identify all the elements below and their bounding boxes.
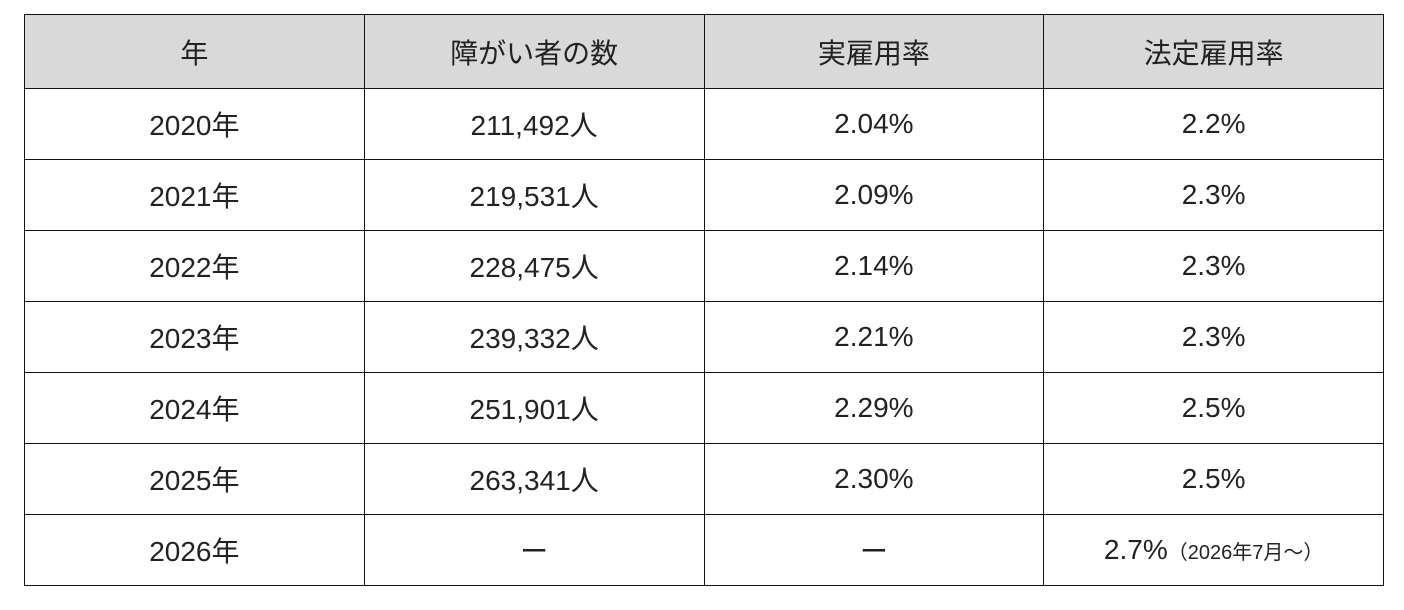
table-cell: 2.14% bbox=[703, 230, 1045, 302]
table-cell: 251,901人 bbox=[363, 372, 705, 444]
table-cell: 2021年 bbox=[24, 159, 365, 231]
header-row: 年障がい者の数 実雇用率 法定雇用率 bbox=[24, 14, 1384, 89]
header-cell: 障がい者の数 bbox=[363, 14, 705, 89]
table-body: 2020年 211,492人 2.04% 2.2% 2021年 219,531人 2.09%… bbox=[24, 88, 1384, 586]
table-cell: 211,492人 bbox=[363, 88, 705, 160]
header-cell: 実雇用率 bbox=[703, 14, 1045, 89]
table-cell: 2.2% bbox=[1043, 88, 1384, 160]
table-cell: 2.7%（2026年7月〜） bbox=[1043, 514, 1384, 586]
table-row: 2023年 239,332人 2.21% 2.3% bbox=[24, 301, 1384, 373]
table-cell: 2.30% bbox=[703, 443, 1045, 515]
table-cell: 2025年 bbox=[24, 443, 365, 515]
table-cell: 2.3% bbox=[1043, 159, 1384, 231]
table-row: 2025年 263,341人 2.30% 2.5% bbox=[24, 443, 1384, 515]
table-cell: 2.09% bbox=[703, 159, 1045, 231]
table-row: 2024年 251,901人 2.29% 2.5% bbox=[24, 372, 1384, 444]
header-cell: 法定雇用率 bbox=[1043, 14, 1384, 89]
table: 年障がい者の数 実雇用率 法定雇用率 2020年 211,492人 2.04% 2.2% 2… bbox=[24, 14, 1384, 586]
table-cell: 2.21% bbox=[703, 301, 1045, 373]
table-row: 2021年 219,531人 2.09% 2.3% bbox=[24, 159, 1384, 231]
table-cell: 2020年 bbox=[24, 88, 365, 160]
cell-note: （2026年7月〜） bbox=[1167, 542, 1324, 564]
table-cell: ー bbox=[703, 514, 1045, 586]
header-cell: 年 bbox=[24, 14, 365, 89]
table-row: 2026年ーー 2.7%（2026年7月〜） bbox=[24, 514, 1384, 586]
table-cell: 2024年 bbox=[24, 372, 365, 444]
table-row: 2022年 228,475人 2.14% 2.3% bbox=[24, 230, 1384, 302]
table-cell: 239,332人 bbox=[363, 301, 705, 373]
table-cell: 263,341人 bbox=[363, 443, 705, 515]
table-cell: 228,475人 bbox=[363, 230, 705, 302]
table-cell: 2022年 bbox=[24, 230, 365, 302]
table-cell: 2023年 bbox=[24, 301, 365, 373]
table-cell: 2.3% bbox=[1043, 230, 1384, 302]
table-cell: 219,531人 bbox=[363, 159, 705, 231]
table-cell: 2.5% bbox=[1043, 443, 1384, 515]
table-row: 2020年 211,492人 2.04% 2.2% bbox=[24, 88, 1384, 160]
table-cell: 2.5% bbox=[1043, 372, 1384, 444]
table-cell: ー bbox=[363, 514, 705, 586]
table-cell: 2026年 bbox=[24, 514, 365, 586]
table-cell: 2.3% bbox=[1043, 301, 1384, 373]
cell-value: 2.7% bbox=[1103, 534, 1168, 565]
table-cell: 2.04% bbox=[703, 88, 1045, 160]
table-cell: 2.29% bbox=[703, 372, 1045, 444]
